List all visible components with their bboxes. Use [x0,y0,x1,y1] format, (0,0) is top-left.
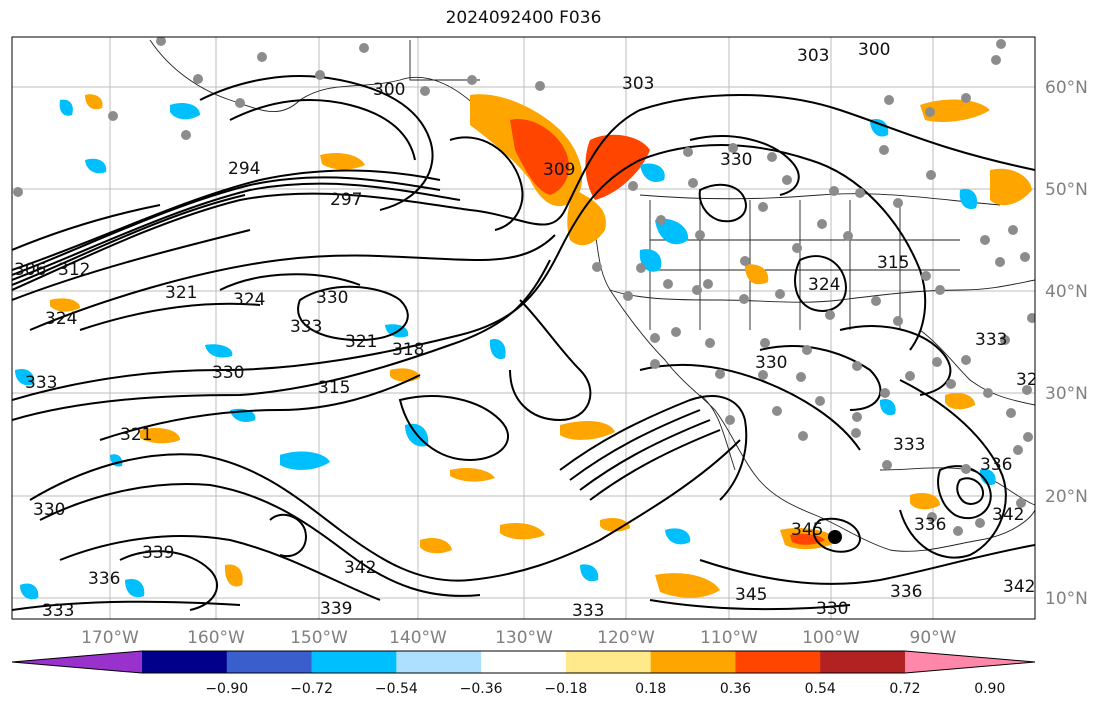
station-dots [13,37,1035,536]
contour-label: 306 [14,260,46,280]
lon-label-110w: 110°W [700,628,758,648]
lat-label-30n: 30°N [1045,384,1088,404]
contour-label: 297 [330,190,362,210]
colorbar-segment [142,651,228,673]
lat-label-20n: 20°N [1045,487,1088,507]
colorbar-tick-label: 0.36 [720,681,751,697]
contour-label: 300 [858,40,890,60]
contour-label: 333 [290,317,322,337]
contour-label: 330 [755,353,787,373]
map-frame [11,36,1036,620]
contour-label: 336 [890,582,922,602]
colorbar-segment [481,651,567,673]
colorbar-segment [735,651,821,673]
contour-label: 342 [344,558,376,578]
contour-label: 303 [797,46,829,66]
contour-label: 294 [228,159,260,179]
contour-label: 330 [720,150,752,170]
colorbar-segment [12,651,142,673]
contour-label: 342 [992,505,1024,525]
colorbar-segment [565,651,652,673]
contour-label: 342 [1003,577,1035,597]
colorbar-segment [905,651,1035,673]
contour-label: 336 [914,515,946,535]
contour-label: 330 [33,500,65,520]
colorbar-tick-label: −0.72 [290,681,333,697]
contour-label: 330 [316,288,348,308]
map-title: 2024092400 F036 [445,8,602,28]
contour-lines [12,75,1035,611]
contour-label: 333 [25,373,57,393]
lon-label-160w: 160°W [187,628,245,648]
colorbar-tick-label: −0.18 [544,681,587,697]
contour-label: 321 [345,332,377,352]
lon-label-170w: 170°W [81,628,139,648]
gridlines [12,37,1035,619]
contour-label: 330 [816,599,848,619]
dark-marker [828,530,842,544]
contour-label: 318 [392,340,424,360]
colorbar-tick-label: −0.36 [460,681,503,697]
contour-label: 321 [120,425,152,445]
lat-label-60n: 60°N [1045,78,1088,98]
contour-label: 333 [893,435,925,455]
contour-label: 333 [975,330,1007,350]
contour-label: 303 [622,74,654,94]
contour-label: 324 [45,309,77,329]
colorbar-segment [311,651,397,673]
colorbar-tick-label: −0.54 [375,681,418,697]
contour-label: 333 [572,601,604,621]
lon-label-120w: 120°W [597,628,655,648]
contour-label: 339 [142,543,174,563]
lat-label-10n: 10°N [1045,589,1088,609]
contour-label: 333 [42,601,74,621]
contour-label: 345 [735,585,767,605]
contour-label: 336 [980,455,1012,475]
colorbar-tick-label: 0.72 [889,681,920,697]
lon-label-130w: 130°W [495,628,553,648]
contour-label: 330 [212,363,244,383]
contour-label: 345 [791,520,823,540]
positive-shading [50,94,1032,598]
contour-label: 336 [88,569,120,589]
latitude-labels: 60°N 50°N 40°N 30°N 20°N 10°N [1045,78,1088,609]
colorbar-tick-label: −0.90 [205,681,248,697]
contour-label: 309 [543,160,575,180]
lon-label-150w: 150°W [290,628,348,648]
contour-label: 312 [58,260,90,280]
contour-label: 315 [877,253,909,273]
lon-label-90w: 90°W [910,628,957,648]
lon-label-140w: 140°W [389,628,447,648]
longitude-labels: 170°W 160°W 150°W 140°W 130°W 120°W 110°… [81,628,957,648]
colorbar-tick-label: 0.54 [805,681,836,697]
colorbar: −0.90 −0.72 −0.54 −0.36 −0.18 0.18 0.36 0.54 0.7… [11,650,1036,697]
lat-label-40n: 40°N [1045,282,1088,302]
contour-label: 339 [320,599,352,619]
colorbar-segment [650,651,736,673]
colorbar-tick-label: 0.18 [635,681,666,697]
contour-label: 327 [1016,370,1048,390]
contour-label: 315 [318,378,350,398]
contour-label: 324 [233,290,265,310]
colorbar-tick-label: 0.90 [974,681,1005,697]
colorbar-outline [11,650,1036,674]
contour-label: 321 [165,283,197,303]
lon-label-100w: 100°W [802,628,860,648]
contour-label: 324 [808,275,840,295]
contour-label: 300 [373,80,405,100]
contour-labels: 303 300 300 303 294 297 330 306 312 321 … [14,40,1048,621]
colorbar-segment [396,651,482,673]
colorbar-segment [226,651,313,673]
colorbar-segment [820,651,906,673]
lat-label-50n: 50°N [1045,180,1088,200]
